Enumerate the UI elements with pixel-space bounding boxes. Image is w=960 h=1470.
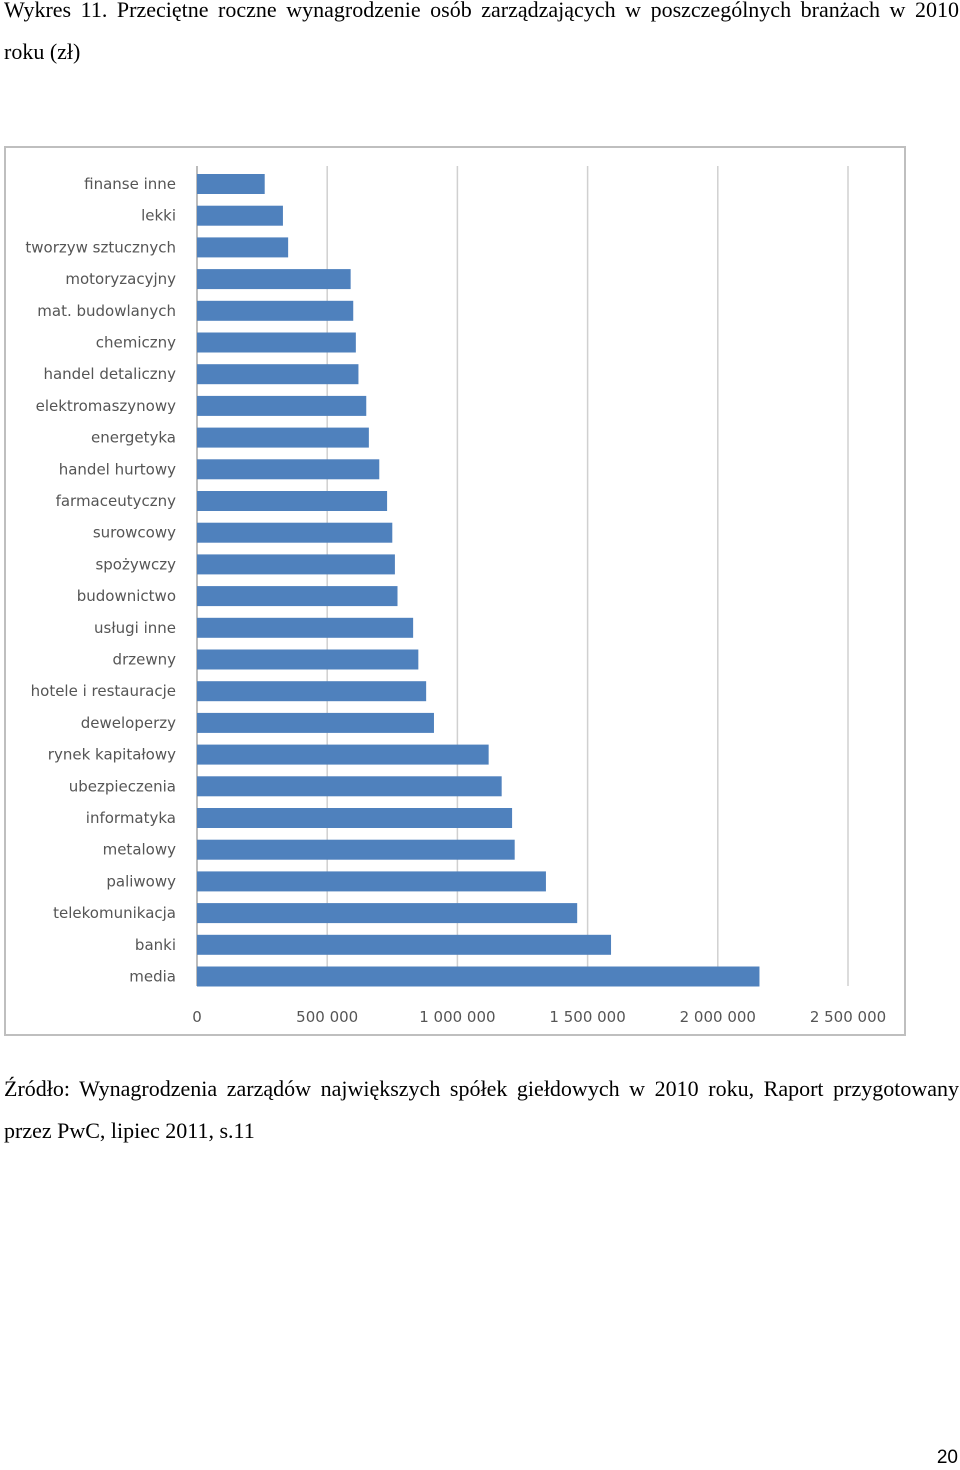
bar (197, 934, 612, 955)
category-label: spożywczy (95, 555, 176, 573)
bar (197, 554, 395, 575)
bar (197, 332, 356, 353)
bar (197, 237, 289, 258)
bar (197, 300, 354, 321)
bar (197, 681, 427, 702)
category-label: tworzyw sztucznych (25, 238, 176, 256)
bar (197, 586, 398, 607)
x-tick-label: 1 500 000 (549, 1008, 625, 1026)
category-label: farmaceutyczny (56, 492, 177, 510)
bar (197, 205, 283, 226)
figure-source: Źródło: Wynagrodzenia zarządów największ… (4, 1076, 959, 1143)
category-label: media (129, 968, 176, 986)
category-label: rynek kapitałowy (48, 746, 176, 764)
x-tick-label: 0 (192, 1008, 202, 1026)
category-label: surowcowy (93, 524, 176, 542)
category-label: informatyka (86, 809, 176, 827)
page-number: 20 (936, 1447, 958, 1468)
category-label: banki (135, 936, 176, 954)
bar (197, 364, 359, 385)
bar (197, 269, 351, 290)
category-label: chemiczny (96, 334, 176, 352)
category-label: paliwowy (106, 872, 176, 890)
bar (197, 808, 513, 828)
category-label: energetyka (91, 429, 176, 447)
category-label: lekki (141, 207, 176, 225)
category-label: drzewny (113, 651, 177, 669)
category-label: budownictwo (77, 587, 176, 605)
x-tick-label: 1 000 000 (419, 1008, 495, 1026)
bar (197, 871, 546, 892)
bar (197, 617, 414, 638)
category-label: handel detaliczny (43, 365, 176, 383)
category-label: elektromaszynowy (36, 397, 177, 415)
chart-frame: finanse inne lekki tworzyw sztucznych motor… (4, 146, 906, 1036)
bar-chart: finanse inne lekki tworzyw sztucznych motor… (25, 166, 886, 1026)
bar (197, 491, 388, 511)
category-label: ubezpieczenia (69, 777, 176, 795)
bar (197, 459, 380, 480)
category-labels: finanse inne lekki tworzyw sztucznych motor… (25, 175, 176, 986)
category-label: deweloperzy (81, 714, 176, 732)
bar (197, 712, 434, 733)
bar (197, 966, 760, 987)
bar (197, 744, 489, 765)
bar (197, 522, 393, 543)
bar (197, 395, 367, 416)
category-label: motoryzacyjny (65, 270, 176, 288)
category-label: finanse inne (84, 175, 176, 193)
category-label: usługi inne (94, 619, 176, 637)
bar (197, 427, 369, 448)
x-tick-label: 2 500 000 (810, 1008, 886, 1026)
bar (197, 649, 419, 670)
bar (197, 776, 502, 797)
category-label: mat. budowlanych (37, 302, 176, 320)
category-label: hotele i restauracje (31, 682, 176, 700)
category-label: metalowy (103, 841, 177, 859)
x-tick-label: 500 000 (296, 1008, 358, 1026)
figure-title: Wykres 11. Przeciętne roczne wynagrodzen… (4, 0, 959, 64)
tick-labels: 0 500 000 1 000 000 1 500 000 2 000 000 2 500… (192, 1008, 886, 1026)
category-label: handel hurtowy (59, 460, 176, 478)
bar (197, 903, 578, 924)
bars (197, 174, 760, 987)
x-tick-label: 2 000 000 (680, 1008, 756, 1026)
bar (197, 839, 515, 860)
bar (197, 174, 265, 194)
category-label: telekomunikacja (53, 904, 176, 922)
